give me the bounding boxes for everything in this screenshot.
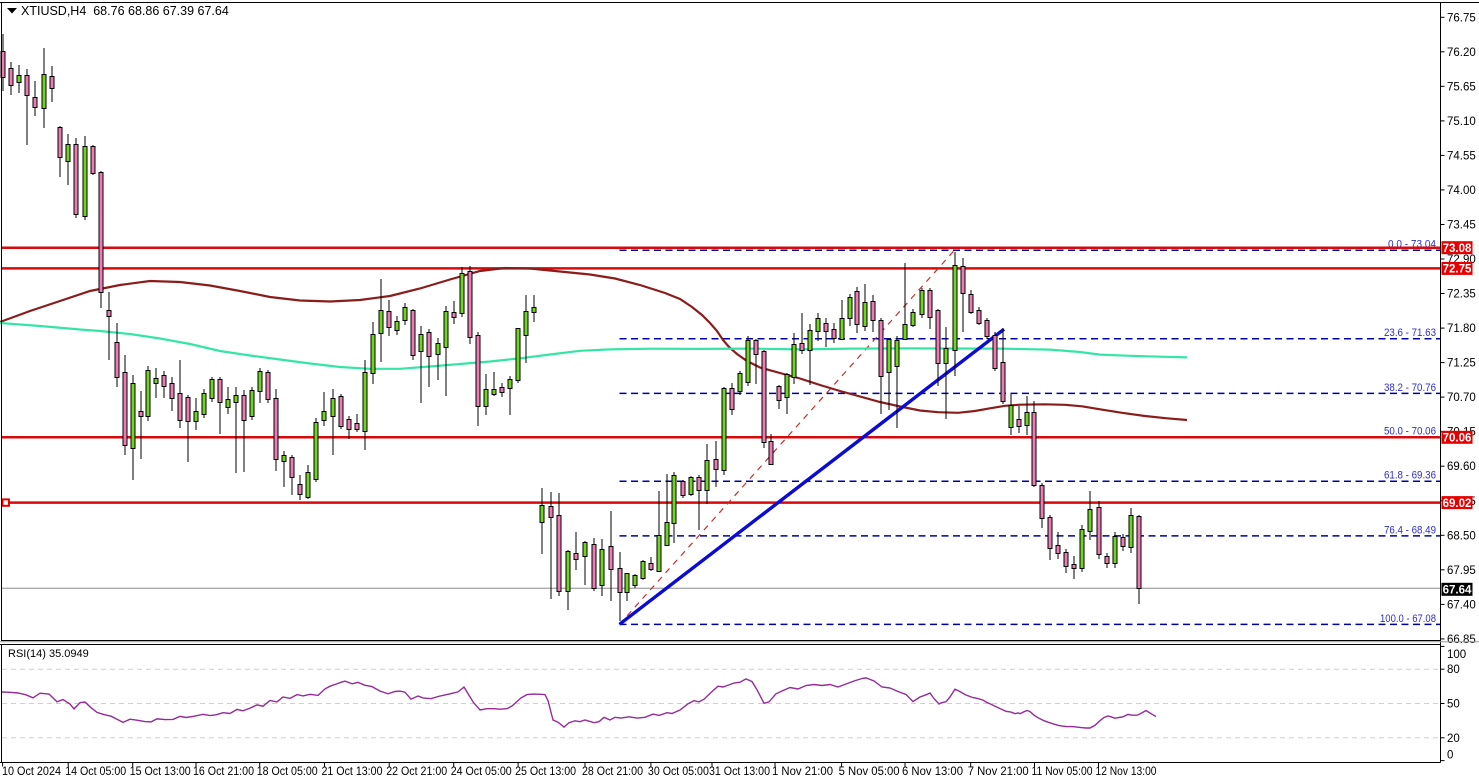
svg-text:0: 0 (1447, 750, 1453, 762)
svg-text:21 Oct 13:00: 21 Oct 13:00 (322, 766, 383, 778)
svg-text:18 Oct 05:00: 18 Oct 05:00 (257, 766, 318, 778)
svg-text:38.2 - 70.76: 38.2 - 70.76 (1384, 382, 1436, 394)
svg-text:RSI(14) 35.0949: RSI(14) 35.0949 (8, 648, 89, 660)
svg-text:1 Nov 21:00: 1 Nov 21:00 (772, 766, 833, 778)
svg-text:100: 100 (1447, 649, 1466, 661)
svg-text:16 Oct 21:00: 16 Oct 21:00 (193, 766, 254, 778)
svg-text:6 Nov 13:00: 6 Nov 13:00 (902, 766, 963, 778)
svg-text:15 Oct 13:00: 15 Oct 13:00 (130, 766, 191, 778)
svg-text:67.40: 67.40 (1447, 599, 1476, 611)
svg-text:66.85: 66.85 (1447, 634, 1476, 646)
svg-text:30 Oct 05:00: 30 Oct 05:00 (648, 766, 709, 778)
svg-text:69.02: 69.02 (1443, 498, 1472, 510)
svg-text:76.4 - 68.49: 76.4 - 68.49 (1384, 524, 1436, 536)
svg-text:50.0 - 70.06: 50.0 - 70.06 (1384, 426, 1436, 438)
svg-text:31 Oct 13:00: 31 Oct 13:00 (709, 766, 770, 778)
svg-text:11 Nov 05:00: 11 Nov 05:00 (1032, 766, 1093, 778)
svg-text:72.35: 72.35 (1447, 289, 1476, 301)
svg-text:70.06: 70.06 (1443, 433, 1472, 445)
svg-text:50: 50 (1447, 699, 1460, 711)
svg-text:22 Oct 21:00: 22 Oct 21:00 (386, 766, 447, 778)
svg-text:76.20: 76.20 (1447, 47, 1476, 59)
svg-text:7 Nov 21:00: 7 Nov 21:00 (968, 766, 1029, 778)
svg-text:XTIUSD,H4 68.76 68.86 67.39 6: XTIUSD,H4 68.76 68.86 67.39 67.64 (21, 4, 229, 18)
svg-text:14 Oct 05:00: 14 Oct 05:00 (65, 766, 126, 778)
svg-text:73.08: 73.08 (1443, 243, 1472, 255)
svg-text:70.70: 70.70 (1447, 392, 1476, 404)
svg-text:73.45: 73.45 (1447, 220, 1476, 232)
svg-text:5 Nov 05:00: 5 Nov 05:00 (839, 766, 900, 778)
svg-text:28 Oct 21:00: 28 Oct 21:00 (582, 766, 643, 778)
svg-text:67.64: 67.64 (1443, 585, 1472, 597)
svg-text:74.55: 74.55 (1447, 150, 1476, 162)
svg-text:68.50: 68.50 (1447, 530, 1476, 542)
svg-text:25 Oct 13:00: 25 Oct 13:00 (515, 766, 576, 778)
svg-text:12 Nov 13:00: 12 Nov 13:00 (1096, 766, 1157, 778)
svg-text:23.6 - 71.63: 23.6 - 71.63 (1384, 327, 1436, 339)
svg-text:24 Oct 05:00: 24 Oct 05:00 (451, 766, 512, 778)
svg-text:80: 80 (1447, 664, 1460, 676)
svg-text:72.75: 72.75 (1443, 264, 1472, 276)
svg-text:74.00: 74.00 (1447, 185, 1476, 197)
svg-text:20: 20 (1447, 733, 1460, 745)
svg-text:67.95: 67.95 (1447, 565, 1476, 577)
svg-text:100.0 - 67.08: 100.0 - 67.08 (1380, 613, 1436, 625)
svg-text:75.10: 75.10 (1447, 116, 1476, 128)
svg-text:75.65: 75.65 (1447, 81, 1476, 93)
svg-text:61.8 - 69.36: 61.8 - 69.36 (1384, 470, 1436, 482)
svg-text:69.60: 69.60 (1447, 461, 1476, 473)
svg-text:71.80: 71.80 (1447, 323, 1476, 335)
svg-text:10 Oct 2024: 10 Oct 2024 (2, 766, 62, 778)
svg-text:76.75: 76.75 (1447, 12, 1476, 24)
svg-text:71.25: 71.25 (1447, 358, 1476, 370)
